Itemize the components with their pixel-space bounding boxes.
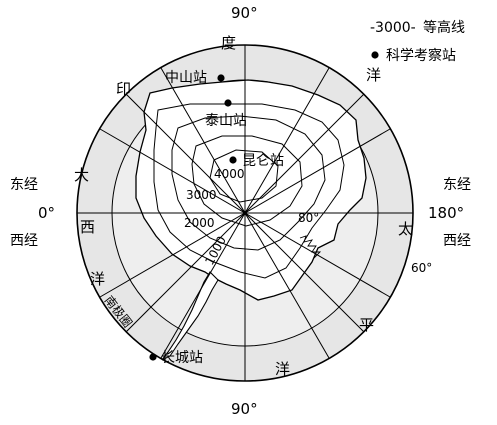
ocean-indian-2: 度 <box>221 34 236 52</box>
contour-label-4000: 4000 <box>214 167 245 181</box>
ocean-atlantic-2: 西 <box>80 218 95 236</box>
ocean-pacific-1: 太 <box>398 220 413 238</box>
contour-1000 <box>153 103 345 279</box>
ocean-pacific-3: 洋 <box>275 360 290 378</box>
legend-station-dot-icon <box>371 51 379 59</box>
contour-4000 <box>209 149 279 203</box>
lon-left-west: 西经 <box>10 233 38 249</box>
station-dot-taishan <box>224 99 232 107</box>
station-label-taishan: 泰山站 <box>205 113 247 129</box>
legend-contour-sample: -3000- <box>370 20 416 36</box>
lon-top-90: 90° <box>231 4 258 22</box>
lon-right-west: 西经 <box>443 233 471 249</box>
ocean-atlantic-1: 大 <box>74 166 89 184</box>
lon-left-zero: 0° <box>38 204 55 222</box>
ocean-pacific-2: 平 <box>359 316 374 334</box>
ice-shelf-edge <box>299 235 322 259</box>
station-dot-kunlun <box>229 156 237 164</box>
lon-right-east: 东经 <box>443 177 471 193</box>
contour-label-3000: 3000 <box>186 188 217 202</box>
ocean-indian-1: 印 <box>116 80 131 98</box>
station-label-zhongshan: 中山站 <box>165 70 207 86</box>
antarctic-peninsula <box>161 271 219 361</box>
legend-station-label: 科学考察站 <box>386 47 456 64</box>
contour-label-2000: 2000 <box>184 216 215 230</box>
lat-60-label: 60° <box>411 261 432 275</box>
ocean-atlantic-3: 洋 <box>90 270 105 288</box>
lon-bottom-90: 90° <box>231 400 258 418</box>
lon-80-label: 80° <box>298 211 319 225</box>
contour-2000 <box>171 115 326 251</box>
station-dot-changcheng <box>149 353 157 361</box>
lon-left-east: 东经 <box>10 177 38 193</box>
ocean-indian-3: 洋 <box>366 66 381 84</box>
station-label-changcheng: 长城站 <box>161 350 203 366</box>
lon-right-180: 180° <box>428 204 464 222</box>
meridian-lines <box>77 45 413 381</box>
station-dot-zhongshan <box>217 74 225 82</box>
station-label-kunlun: 昆仑站 <box>242 153 284 169</box>
legend-contour-label: 等高线 <box>423 19 465 36</box>
